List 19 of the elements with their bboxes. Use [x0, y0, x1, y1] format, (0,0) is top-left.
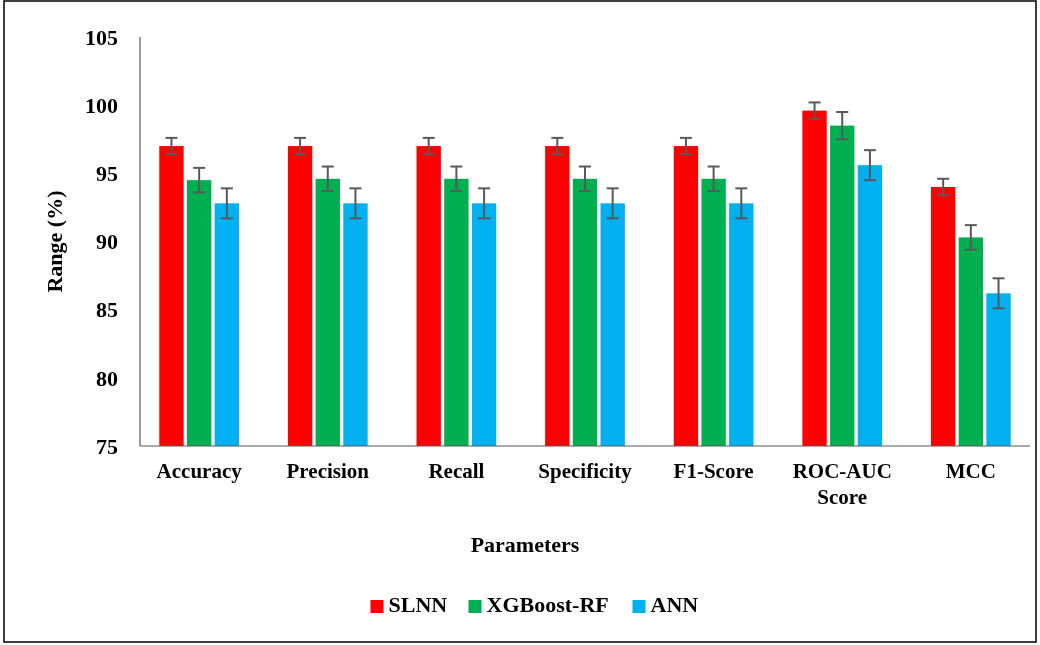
legend-label: XGBoost-RF	[486, 592, 609, 617]
y-tick-label: 100	[85, 92, 118, 118]
y-axis-title: Range (%)	[42, 190, 67, 293]
legend-label: SLNN	[388, 592, 448, 617]
x-tick-label: F1-Score	[673, 459, 754, 483]
x-tick-label: MCC	[945, 459, 996, 483]
x-axis-title: Parameters	[470, 532, 580, 557]
y-tick-label: 75	[96, 433, 118, 459]
y-tick-label: 95	[96, 161, 118, 187]
y-tick-label: 85	[96, 297, 118, 323]
x-tick-label: Precision	[286, 459, 370, 483]
x-tick-label: Accuracy	[156, 459, 243, 483]
y-tick-label: 90	[96, 229, 118, 255]
x-tick-label: ROC-AUC Score	[792, 459, 892, 509]
y-tick-label: 80	[96, 365, 118, 391]
x-tick-label: Recall	[428, 459, 485, 483]
y-tick-label: 105	[85, 24, 118, 50]
legend-label: ANN	[650, 592, 699, 617]
x-tick-label: Specificity	[538, 459, 633, 483]
